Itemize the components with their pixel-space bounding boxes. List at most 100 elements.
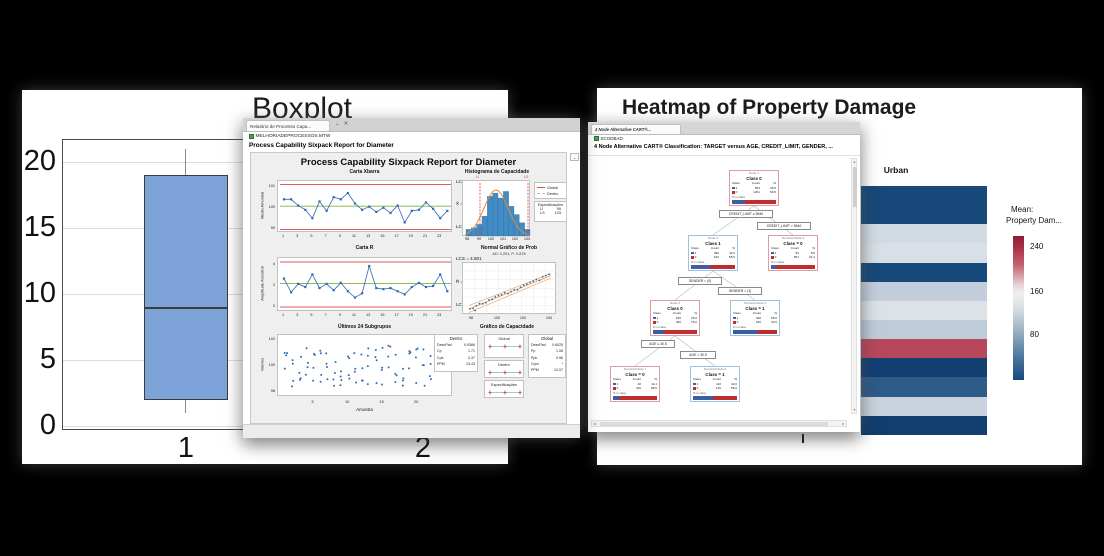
node-table-row: 0 160 32.0 [733, 320, 777, 325]
r-chart [277, 257, 452, 311]
heatmap-cell [861, 281, 987, 301]
xbar-chart-title: Carta Xbarra [349, 169, 380, 175]
heatmap-cell [861, 300, 987, 320]
node-table-row: 0 610 55.5 [691, 255, 735, 260]
node-class: Class = 0 [783, 240, 803, 246]
node-header: Node 1 [749, 171, 759, 175]
heatmap-legend-title-1: Mean: [1011, 205, 1034, 214]
node-class-bar-blue [771, 264, 777, 269]
node-table-header: Class Count% [733, 310, 777, 315]
interval-box-especificações: Especificações [484, 380, 524, 398]
node-class-bar [613, 395, 657, 400]
close-icon[interactable]: ✕ [343, 121, 349, 127]
global-stats-title: Global [540, 336, 554, 341]
heatmap-column-label: Urban [883, 165, 909, 175]
horizontal-scrollbar[interactable]: ◄ ► [591, 420, 847, 427]
node-class: Class = 1 [705, 371, 725, 377]
global-stat-row: PPM 12.07 [531, 368, 563, 373]
split-label: AGE ≤ 30.5 [641, 340, 675, 348]
xbar-y-tick: 100 [268, 205, 275, 210]
specs-box: Especificações LI 99 LS 103 [534, 201, 566, 222]
node-bar-label: % in class [771, 260, 785, 265]
node-class-bar-blue [733, 329, 758, 334]
interval-line-svg [488, 370, 522, 375]
heatmap-cell [861, 186, 987, 206]
split-label: GENDER = (0) [678, 277, 722, 285]
split-label: GENDER = (1) [718, 287, 762, 295]
node-table-row: 1 150 25.0 [653, 316, 697, 321]
r-x-tick: 3 [296, 313, 299, 317]
scrollbar-thumb[interactable] [600, 421, 828, 427]
heatmap-cell [861, 396, 987, 416]
node-bar-label: % in class [693, 391, 707, 396]
heatmap-legend-gradient [1013, 236, 1024, 380]
node-table-row: 1 553 30.5 [732, 186, 776, 191]
node-table-row: 1 40 11.4 [613, 382, 657, 387]
node-table-row: 0 651 91.2 [771, 255, 815, 260]
cart-tab-bar: 4 Node Alternative CART®... [588, 122, 860, 135]
window-bottom-strip [243, 424, 580, 438]
dentro-stat-row: Cpk 0.37 [437, 355, 475, 360]
cart-tab[interactable]: 4 Node Alternative CART®... [591, 124, 681, 134]
heatmap-cell [861, 262, 987, 282]
r-x-tick: 5 [310, 313, 313, 317]
node-class: Class 1 [705, 240, 721, 246]
minitab-worksheet-name: MELHORIADEPROCESSOS.MTW [255, 134, 331, 139]
scrollbar-thumb[interactable] [852, 167, 857, 207]
subgroups-y-tick: 102 [268, 336, 275, 341]
node-class-bar-blue [693, 395, 713, 400]
boxplot-y-tick: 0 [39, 409, 56, 441]
dentro-line-swatch [537, 193, 545, 194]
node-class-bar-blue [732, 199, 746, 204]
xbar-series-svg [280, 183, 451, 231]
node-class: Class = 1 [745, 305, 765, 311]
node-class-bar [653, 329, 697, 334]
sixpack-chart-title: Process Capability Sixpack Report for Di… [300, 157, 517, 168]
sixpack-report-window: Relatório de Processo Capa... ⌄ ✕ MELHOR… [243, 118, 580, 438]
r-x-tick: 23 [437, 313, 442, 317]
spec-ls-name: LS [540, 211, 545, 215]
r-y-tick: 4 [272, 261, 275, 266]
r-x-tick: 15 [380, 313, 385, 317]
scroll-down-icon[interactable]: ▼ [852, 408, 857, 412]
heatmap-cell [861, 205, 987, 225]
node-table-header: Class Count% [693, 376, 737, 381]
heatmap-legend-tick: 80 [1030, 330, 1039, 339]
worksheet-icon [249, 134, 254, 139]
xbar-x-tick: 23 [437, 234, 442, 238]
histogram-x-tick: 98 [464, 237, 470, 241]
xbar-x-tick: 5 [310, 234, 313, 238]
xbar-x-tick: 11 [352, 234, 356, 238]
node-header: Node 2 [708, 236, 718, 240]
report-collapse-button[interactable]: ⌄ [570, 153, 579, 161]
chevron-down-icon[interactable]: ⌄ [335, 121, 340, 127]
r-y-tick: 0 [272, 303, 275, 308]
vertical-scrollbar[interactable]: ▲ ▼ [851, 158, 857, 414]
tree-node: Terminal Node 1 Class = 0 Class Count% 1 40 11… [610, 366, 660, 402]
node-table-row: 0 140 56.0 [693, 386, 737, 391]
scroll-right-icon[interactable]: ► [841, 421, 845, 426]
xbar-x-tick: 17 [394, 234, 399, 238]
tree-node: Node 3 Class 0 Class Count% 1 150 25.0 0 450 75.0… [650, 300, 700, 336]
histogram-x-tick: 103 [523, 237, 531, 241]
histogram-x-tick: 99 [476, 237, 482, 241]
tree-node: Terminal Node 4 Class = 0 Class Count% 1 63 8.… [768, 235, 818, 271]
node-table-row: 0 1261 69.5 [732, 190, 776, 195]
global-stat-row: DesvPad 0.6025 [531, 343, 563, 347]
node-table-row: 1 490 44.5 [691, 251, 735, 256]
heatmap-column [861, 186, 987, 435]
r-x-tick: 19 [408, 313, 413, 317]
node-table-header: Class Count% [691, 245, 735, 250]
histogram-svg [464, 183, 531, 237]
node-table-header: Class Count% [732, 180, 776, 185]
histogram-x-tick: 101 [499, 237, 507, 241]
minitab-tab[interactable]: Relatório de Processo Capa... [246, 120, 330, 131]
node-table-header: Class Count% [653, 310, 697, 315]
xbar-chart [277, 180, 452, 232]
scroll-left-icon[interactable]: ◄ [593, 421, 597, 426]
ls-spec-label: LS [524, 175, 529, 179]
scroll-up-icon[interactable]: ▲ [852, 160, 857, 164]
boxplot-x-tick-2: 2 [414, 432, 432, 464]
split-label: CREDIT_LIMIT > 5540 [757, 222, 811, 230]
